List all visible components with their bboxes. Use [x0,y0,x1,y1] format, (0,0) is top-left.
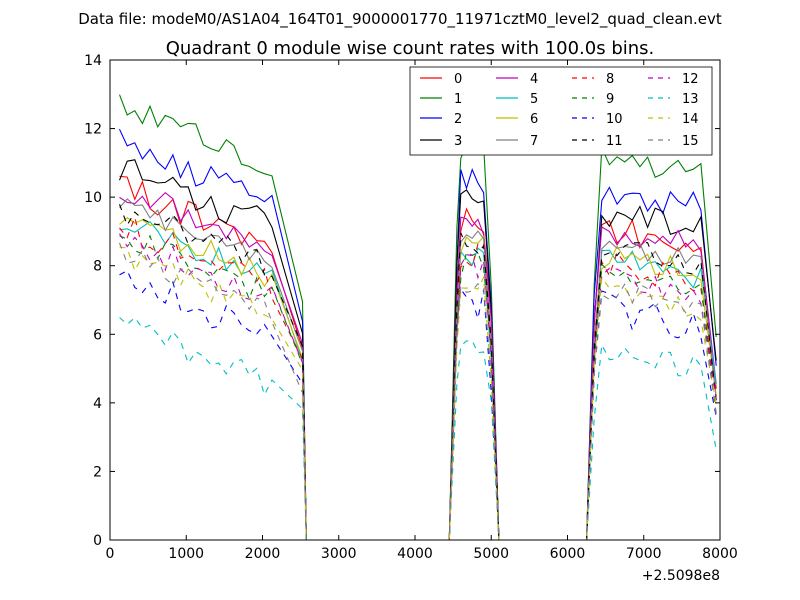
y-tick-label: 10 [84,190,102,206]
series-line-1 [118,94,717,541]
series-line-7 [119,198,717,541]
y-tick-label: 12 [84,122,102,138]
legend-label-14: 14 [682,112,699,127]
y-tick-label: 6 [93,327,102,343]
legend-label-15: 15 [682,134,699,149]
axis-ticks: 0 1000 2000 3000 4000 5000 6000 7000 80000246810… [84,53,738,562]
legend-label-12: 12 [682,72,699,87]
legend-label-13: 13 [682,92,699,107]
y-tick-label: 8 [93,259,102,275]
series-layer [118,94,717,541]
x-tick-label: 1000 [168,546,204,562]
legend-label-1: 1 [454,92,462,107]
plot-frame [109,59,721,541]
y-tick-label: 0 [93,533,102,549]
x-tick-label: 3000 [321,546,357,562]
x-tick-label: 4000 [397,546,433,562]
legend-label-11: 11 [606,134,623,149]
series-line-3 [118,159,717,541]
legend-label-2: 2 [454,112,462,127]
series-line-9 [119,234,717,541]
series-line-10 [119,269,717,541]
legend-label-6: 6 [530,112,538,127]
legend-frame [409,66,713,156]
y-tick-label: 2 [93,464,102,480]
x-tick-label: 6000 [550,546,586,562]
series-line-11 [118,204,717,541]
series-line-8 [119,215,717,541]
chart-title: Quadrant 0 module wise count rates with … [166,38,655,59]
x-offset-label: +2.5098e8 [642,568,720,584]
legend-label-5: 5 [530,92,538,107]
x-tick-label: 0 [106,546,115,562]
series-line-14 [119,246,717,541]
series-line-4 [119,191,717,541]
x-tick-label: 5000 [473,546,509,562]
series-line-13 [119,316,717,541]
x-tick-label: 7000 [626,546,662,562]
legend-label-4: 4 [530,72,538,87]
legend-label-3: 3 [454,134,462,149]
x-tick-label: 2000 [245,546,281,562]
legend-label-8: 8 [606,72,614,87]
legend-label-7: 7 [530,134,538,149]
y-tick-label: 4 [93,396,102,412]
legend-label-9: 9 [606,92,614,107]
series-line-15 [118,242,717,541]
x-tick-label: 8000 [702,546,738,562]
y-tick-label: 14 [84,53,102,69]
legend-label-10: 10 [606,112,623,127]
chart-suptitle: Data file: modeM0/AS1A04_164T01_90000017… [78,10,722,29]
legend-label-0: 0 [454,72,462,87]
